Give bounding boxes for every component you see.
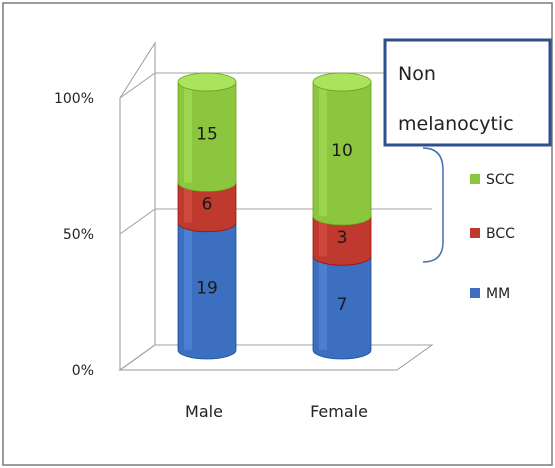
bar-highlight [319,256,327,350]
legend-label: MM [486,286,510,302]
x-tick-label: Male [185,402,223,421]
legend-label: BCC [486,226,515,242]
x-tick-label: Female [310,402,368,421]
annotation-brace [422,147,444,263]
data-label: 6 [202,195,213,215]
legend-swatch-mm [470,288,480,298]
legend-swatch-scc [470,174,480,184]
data-label: 3 [337,228,348,248]
legend-swatch-bcc [470,228,480,238]
data-label: 19 [196,278,218,298]
bar-highlight [319,82,327,216]
data-label: 15 [196,124,218,144]
legend-label: SCC [486,172,515,188]
data-label: 7 [337,295,348,315]
bar-cap [312,72,372,92]
annotation-box [383,38,552,147]
bar-highlight [184,82,192,183]
y-tick-label: 100% [54,91,94,107]
annotation-text: melanocytic [398,113,514,135]
side-wall [119,41,156,371]
y-tick-label: 50% [63,227,94,243]
data-label: 10 [331,141,353,161]
y-tick-label: 0% [72,363,94,379]
bar-highlight [319,216,327,257]
bar-cap [177,72,237,92]
bar-highlight [184,182,192,223]
floor [118,344,434,371]
annotation-text: Non [398,63,436,85]
bar-highlight [184,222,192,350]
